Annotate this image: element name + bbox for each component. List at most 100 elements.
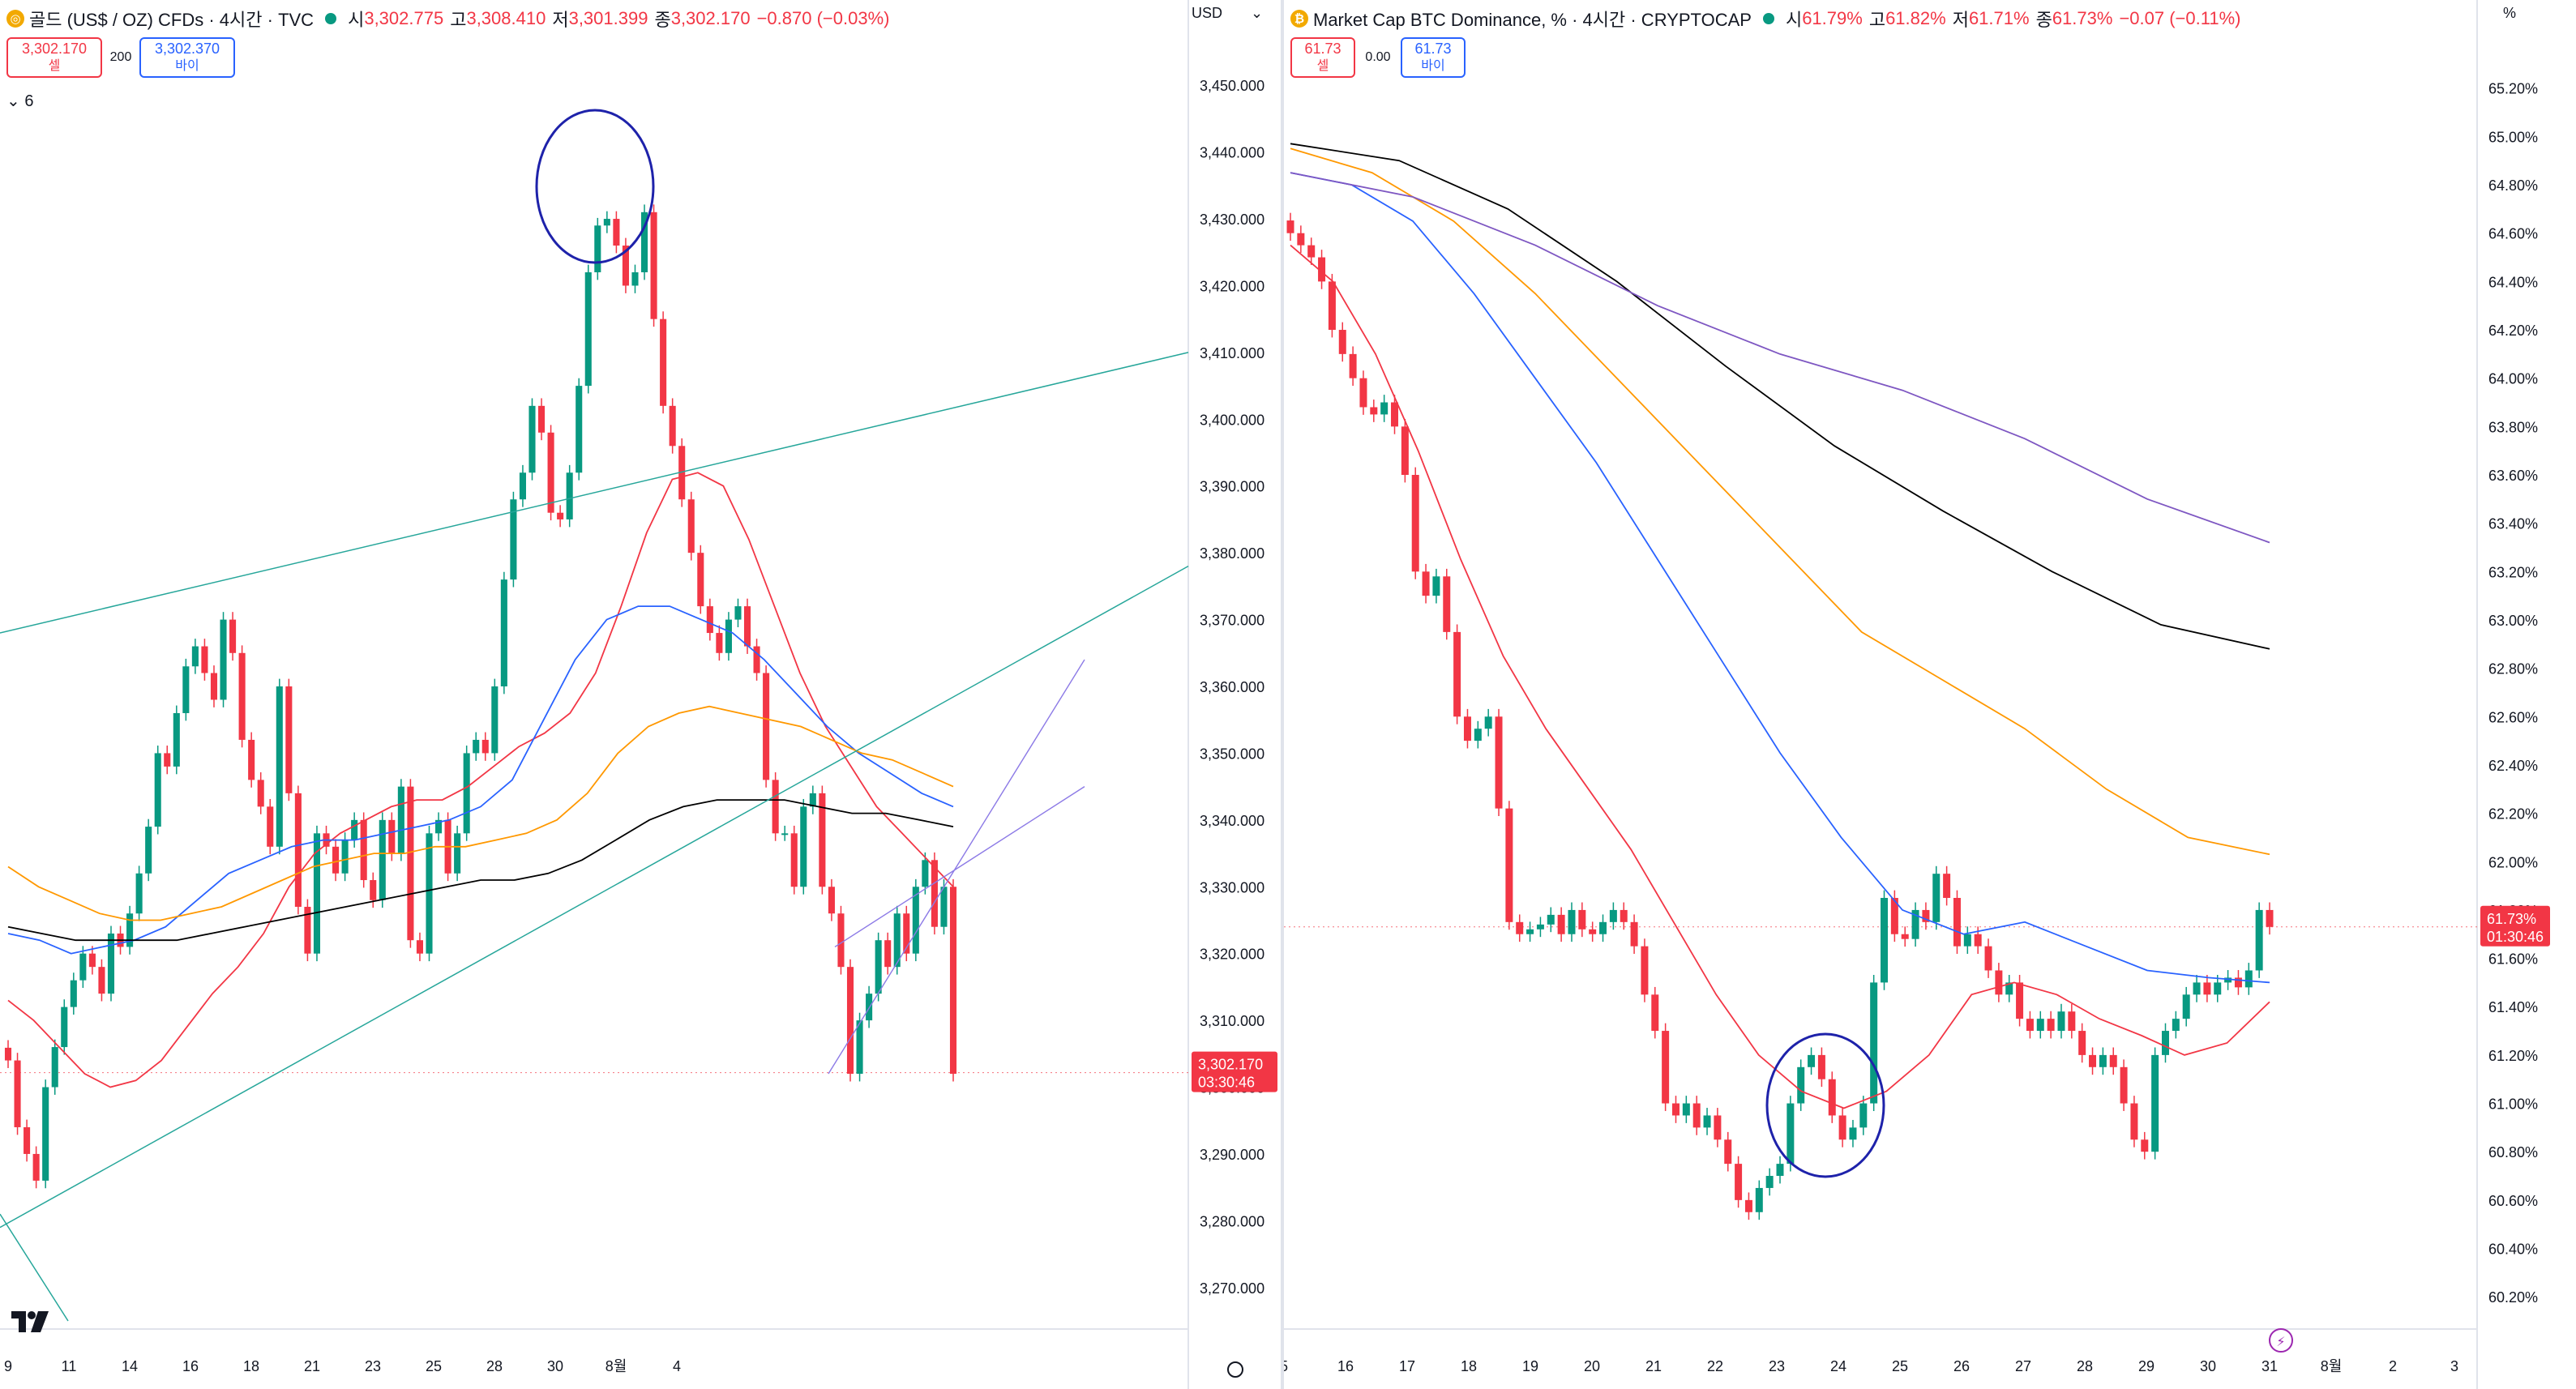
tradingview-logo-icon [11, 1311, 49, 1336]
candle-down [24, 1126, 31, 1154]
candle-down [1828, 1079, 1836, 1116]
sell-button[interactable]: 3,302.170 셀 [6, 37, 102, 78]
y-tick-label: 62.00% [2488, 854, 2538, 870]
candle-down [2016, 982, 2024, 1019]
annotation-circle [535, 109, 655, 264]
candle-down [1671, 1103, 1680, 1116]
candle-up [1547, 914, 1555, 925]
x-tick-label: 16 [182, 1358, 199, 1374]
candle-down [949, 887, 957, 1075]
candle-down [267, 806, 274, 847]
gold-coin-icon: ◎ [6, 10, 24, 28]
candle-down [1307, 245, 1316, 258]
last-price-value: 61.73% [2487, 911, 2536, 927]
y-tick-label: 3,350.000 [1200, 746, 1264, 762]
chevron-down-icon: ⌄ [6, 92, 20, 110]
y-tick-label: 3,360.000 [1200, 679, 1264, 695]
y-tick-label: 62.40% [2488, 758, 2538, 774]
candle-down [1630, 921, 1638, 947]
candle-up [594, 225, 601, 272]
candle-down [2141, 1139, 2149, 1152]
bar-countdown: 03:30:46 [1198, 1075, 1255, 1091]
gold-chart[interactable]: 3,450.000 3,440.000 3,430.000 3,420.000 3,41… [0, 0, 1281, 1389]
candle-up [1765, 1176, 1774, 1188]
candle-down [2026, 1019, 2034, 1032]
candle-up [173, 712, 180, 767]
moving-average-line [1290, 172, 2270, 984]
btc-symbol-title[interactable]: Market Cap BTC Dominance, % · 4시간 · CRYP… [1313, 10, 1752, 30]
candle-down [2078, 1031, 2086, 1055]
x-tick-label: 31 [2261, 1358, 2278, 1374]
candle-up [640, 212, 648, 272]
candle-down [931, 860, 938, 927]
candle-up [426, 833, 433, 954]
gold-legend: ◎ 골드 (US$ / OZ) CFDs · 4시간 · TVC 시 3,302.… [6, 6, 889, 31]
candle-down [660, 318, 667, 406]
candle-down [1391, 402, 1399, 427]
y-tick-label: 3,340.000 [1200, 813, 1264, 829]
candle-up [809, 793, 816, 807]
candle-up [2036, 1019, 2044, 1032]
candle-down [2047, 1019, 2055, 1032]
candle-down [1974, 934, 1982, 947]
candle-up [2182, 994, 2190, 1019]
candle-up [528, 405, 536, 473]
x-tick-label: 16 [1337, 1358, 1354, 1374]
candle-down [1724, 1139, 1732, 1165]
gold-chart-panel: 3,450.000 3,440.000 3,430.000 3,420.000 3,41… [0, 0, 1281, 1389]
ohlc-low-label: 저 [552, 10, 569, 30]
candle-down [1318, 257, 1326, 282]
channel-line-lower [834, 786, 1085, 948]
x-tick-label: 27 [2015, 1358, 2031, 1374]
candle-up [912, 887, 919, 954]
buy-button[interactable]: 3,302.370 바이 [139, 37, 235, 78]
sell-button[interactable]: 61.73 셀 [1290, 37, 1355, 78]
y-tick-label: 3,290.000 [1200, 1147, 1264, 1163]
candle-up [500, 579, 507, 686]
ohlc-low-label: 저 [1952, 10, 1969, 30]
candle-down [2234, 977, 2242, 988]
y-tick-label: 64.80% [2488, 177, 2538, 194]
candle-down [753, 646, 760, 673]
trendline-upper [0, 352, 1189, 634]
x-tick-label: 17 [1399, 1358, 1415, 1374]
currency-selector[interactable]: USD ⌄ [1192, 5, 1263, 22]
y-tick-label: 3,320.000 [1200, 947, 1264, 963]
candle-up [191, 646, 199, 667]
candle-up [2151, 1054, 2159, 1152]
sell-label: 셀 [48, 59, 61, 73]
candle-down [388, 819, 396, 854]
candle-up [1859, 1103, 1868, 1128]
buy-button[interactable]: 61.73 바이 [1401, 37, 1466, 78]
y-tick-label: 62.20% [2488, 806, 2538, 823]
candle-up [519, 472, 526, 500]
x-tick-label: 21 [304, 1358, 320, 1374]
candle-up [2214, 982, 2222, 995]
annotation-circle [1765, 1032, 1885, 1178]
candle-down [1922, 909, 1930, 922]
candle-up [940, 887, 948, 927]
y-tick-label: 3,370.000 [1200, 613, 1264, 629]
moving-average-line [1290, 147, 2270, 856]
y-tick-label: 65.20% [2488, 81, 2538, 97]
candle-down [1516, 921, 1524, 934]
btc-trade-buttons: 61.73 셀 0.00 61.73 바이 [1290, 37, 1466, 78]
x-tick-label: 23 [1769, 1358, 1785, 1374]
gold-symbol-title[interactable]: 골드 (US$ / OZ) CFDs · 4시간 · TVC [29, 10, 315, 30]
candle-down [669, 405, 676, 447]
x-tick-label: 5 [1284, 1358, 1288, 1374]
x-tick-label: 9 [4, 1358, 12, 1374]
candle-up [576, 386, 583, 473]
btc-dominance-chart[interactable]: 65.20% 65.00% 64.80% 64.60% 64.40% 64.20% 64.0… [1284, 0, 2576, 1389]
indicators-toggle[interactable]: ⌄ 6 [6, 91, 33, 111]
panel-divider[interactable] [1281, 0, 1284, 1389]
candle-up [1932, 874, 1941, 922]
candle-up [463, 753, 470, 834]
y-tick-label: 63.20% [2488, 564, 2538, 580]
candle-down [1901, 934, 1909, 939]
candle-down [1890, 898, 1898, 934]
candle-down [1453, 631, 1461, 717]
candle-up [781, 833, 789, 836]
candle-down [1338, 330, 1346, 354]
y-tick-label: 61.20% [2488, 1048, 2538, 1064]
